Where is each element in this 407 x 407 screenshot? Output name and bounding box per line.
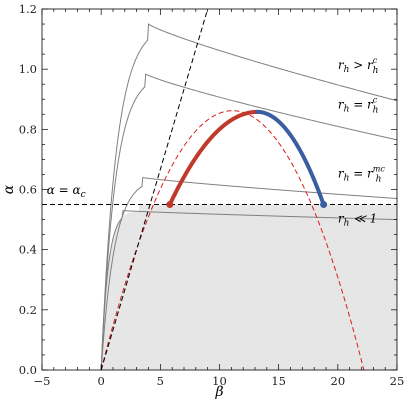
curve-annotation: rh > rc h xyxy=(338,56,379,76)
ticks xyxy=(41,8,398,371)
annot-op: = r xyxy=(349,166,374,180)
plot-area xyxy=(42,9,397,370)
x-tick-label: 10 xyxy=(212,374,227,388)
plot-content xyxy=(42,9,397,370)
x-tick-label: 25 xyxy=(390,374,405,388)
annot-sub: h xyxy=(344,104,350,114)
annot-sub: h xyxy=(344,173,350,183)
annot-sub2: h xyxy=(373,105,379,115)
left-endpoint-marker xyxy=(166,201,174,209)
annot-main: r xyxy=(338,58,345,72)
x-axis-title: β xyxy=(214,384,223,400)
shaded-region xyxy=(101,204,397,370)
alpha-c-op: = α xyxy=(55,183,81,197)
curve-annotation: rh ≪ 1 xyxy=(338,212,377,229)
annot-sub: h xyxy=(344,219,350,229)
x-tick-label: 5 xyxy=(157,374,164,388)
family-curve xyxy=(100,23,397,370)
alpha-c-label: α = αc xyxy=(47,183,86,200)
right-endpoint-marker xyxy=(320,201,328,209)
annot-main: r xyxy=(338,97,345,111)
family-curve xyxy=(100,176,397,370)
y-tick-label: 0.2 xyxy=(19,303,37,317)
annot-main: r xyxy=(338,166,345,180)
curve-annotation: rh = rc h xyxy=(338,95,379,115)
critical-curve-right xyxy=(255,109,326,207)
x-tick-label: −5 xyxy=(34,374,51,388)
annot-op: = r xyxy=(349,97,374,111)
dashed-diagonal xyxy=(100,9,209,370)
curve-annotation: rh = rmc h xyxy=(338,164,386,184)
y-tick-label: 0.4 xyxy=(19,243,37,257)
annot-sup: mc xyxy=(373,164,386,173)
annot-sub2: h xyxy=(376,174,382,184)
x-tick-label: 0 xyxy=(98,374,105,388)
annot-sub2: h xyxy=(373,66,379,76)
annot-main: r xyxy=(338,212,345,226)
alpha-c-main: α xyxy=(47,183,55,197)
annot-op: > r xyxy=(349,58,374,72)
annot-sub: h xyxy=(344,65,350,75)
alpha-c-sub: c xyxy=(81,190,86,200)
y-tick-label: 0.8 xyxy=(19,122,37,136)
y-axis-title: α xyxy=(1,184,17,194)
x-tick-label: 15 xyxy=(271,374,286,388)
y-tick-label: 1.2 xyxy=(19,2,37,16)
annot-sup: c xyxy=(373,95,378,104)
y-tick-label: 1.0 xyxy=(19,62,37,76)
y-tick-label: 0.0 xyxy=(19,363,37,377)
annot-op: ≪ 1 xyxy=(349,212,377,226)
critical-curve-left xyxy=(167,109,260,207)
annot-sup: c xyxy=(373,56,378,65)
y-tick-label: 0.6 xyxy=(19,183,37,197)
family-curve xyxy=(100,73,397,370)
family-curve xyxy=(100,210,397,370)
x-tick-label: 20 xyxy=(331,374,346,388)
